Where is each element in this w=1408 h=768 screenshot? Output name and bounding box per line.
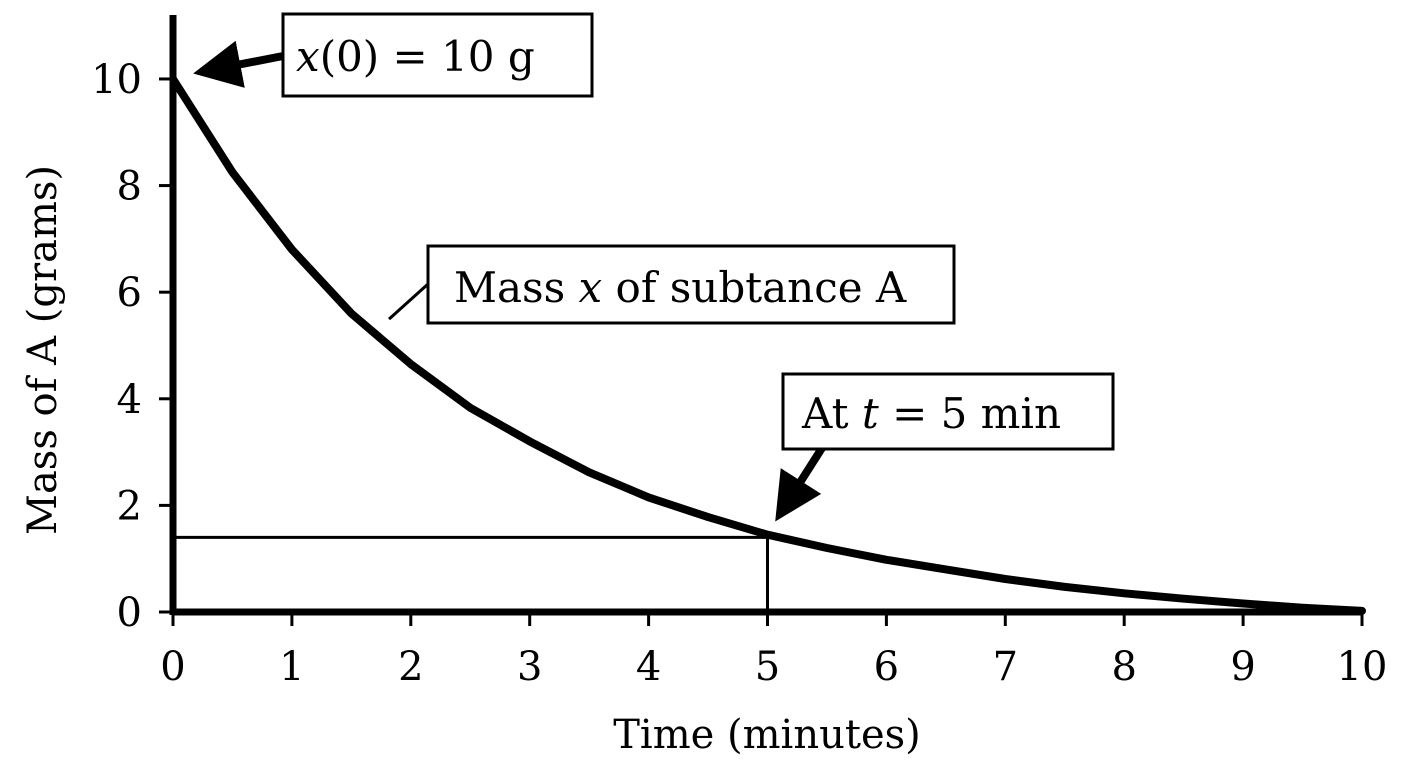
series-layer [169,75,1366,615]
annotation-t5-pre: At [801,389,862,438]
annotation-t5-text: At t = 5 min [801,389,1061,438]
annotation-series-post: of subtance A [602,263,907,312]
x-tick-label: 9 [1230,644,1255,690]
x-tick-label: 3 [517,644,542,690]
y-axis-title: Mass of A (grams) [20,165,66,535]
annotation-series-text: Mass x of subtance A [454,263,907,312]
annotation-series-leader [388,282,430,321]
annotation-t5-box [781,372,1115,451]
annotation-initial-post: (0) = 10 g [320,32,535,81]
annotation-series-var: x [579,263,603,312]
annotations: x(0) = 10 g Mass x of subtance A At t = … [193,12,1115,522]
x-tick-label: 4 [636,644,661,690]
annotation-series-label: Mass x of subtance A [388,244,956,325]
annotation-series-pre: Mass [454,263,579,312]
x-tick-label: 5 [755,644,780,690]
y-tick-label: 4 [117,377,142,423]
x-tick-label: 10 [1337,644,1388,690]
annotation-initial-box [281,12,594,98]
annotation-initial-arrow [193,40,284,88]
x-tick-label: 7 [993,644,1018,690]
reference-lines [173,535,769,612]
x-axis-title: Time (minutes) [613,712,921,758]
annotation-initial-var: x [296,32,320,81]
annotation-t5-post: = 5 min [879,389,1061,438]
annotation-series-box [426,244,956,325]
annotation-initial-text: x(0) = 10 g [296,32,535,81]
y-tick-label: 6 [117,270,142,316]
x-tick-label: 8 [1111,644,1136,690]
y-tick-label: 2 [117,483,142,529]
annotation-initial-mass: x(0) = 10 g [193,12,594,98]
y-tick-label: 0 [117,590,142,636]
annotation-t5: At t = 5 min [775,372,1115,522]
x-tick-label: 0 [160,644,185,690]
x-tick-label: 1 [279,644,304,690]
y-tick-label: 8 [117,164,142,210]
annotation-t5-arrow [775,445,826,522]
y-tick-label: 10 [91,57,142,103]
annotation-t5-var: t [862,389,879,438]
series-line-mass [169,75,1366,615]
x-tick-label: 6 [874,644,899,690]
tick-labels: 0 1 2 3 4 5 6 7 8 9 10 0 2 4 6 8 10 [91,57,1387,690]
x-tick-label: 2 [398,644,423,690]
